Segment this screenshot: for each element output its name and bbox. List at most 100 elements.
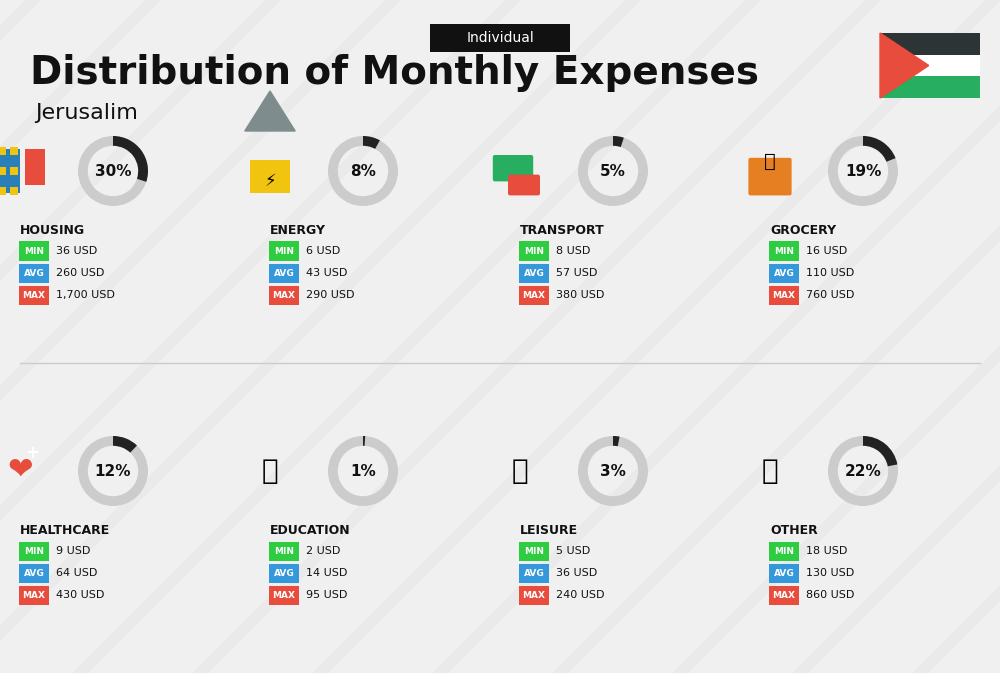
Text: 19%: 19% <box>845 164 881 178</box>
Text: Individual: Individual <box>466 31 534 45</box>
Text: MAX: MAX <box>772 291 796 299</box>
FancyBboxPatch shape <box>269 563 299 583</box>
Text: +: + <box>25 444 39 462</box>
FancyBboxPatch shape <box>19 563 49 583</box>
Text: 🎓: 🎓 <box>262 457 278 485</box>
Text: 3%: 3% <box>600 464 626 479</box>
Wedge shape <box>363 136 380 149</box>
FancyBboxPatch shape <box>10 147 18 155</box>
Text: TRANSPORT: TRANSPORT <box>520 225 605 238</box>
Wedge shape <box>328 136 398 206</box>
FancyBboxPatch shape <box>269 586 299 604</box>
Text: AVG: AVG <box>774 269 794 277</box>
Text: LEISURE: LEISURE <box>520 524 578 538</box>
Polygon shape <box>245 91 295 131</box>
Text: MIN: MIN <box>524 246 544 256</box>
FancyBboxPatch shape <box>519 285 549 304</box>
Text: 🛍: 🛍 <box>512 457 528 485</box>
Text: MAX: MAX <box>22 291 46 299</box>
Text: 🛒: 🛒 <box>764 151 776 170</box>
Text: MIN: MIN <box>274 246 294 256</box>
FancyBboxPatch shape <box>25 149 45 185</box>
Text: MIN: MIN <box>24 546 44 555</box>
FancyBboxPatch shape <box>269 542 299 561</box>
FancyBboxPatch shape <box>769 264 799 283</box>
Text: 95 USD: 95 USD <box>306 590 347 600</box>
Text: 430 USD: 430 USD <box>56 590 104 600</box>
Polygon shape <box>880 33 929 98</box>
Text: 5%: 5% <box>600 164 626 178</box>
Text: MIN: MIN <box>774 246 794 256</box>
Text: 57 USD: 57 USD <box>556 268 597 278</box>
Text: AVG: AVG <box>524 269 544 277</box>
Text: MIN: MIN <box>524 546 544 555</box>
Text: MAX: MAX <box>273 291 296 299</box>
Text: 36 USD: 36 USD <box>56 246 97 256</box>
Text: MAX: MAX <box>772 590 796 600</box>
Text: EDUCATION: EDUCATION <box>270 524 351 538</box>
Text: 5 USD: 5 USD <box>556 546 590 556</box>
Text: HOUSING: HOUSING <box>20 225 85 238</box>
FancyBboxPatch shape <box>19 242 49 260</box>
Text: AVG: AVG <box>24 269 44 277</box>
FancyBboxPatch shape <box>19 264 49 283</box>
FancyBboxPatch shape <box>10 167 18 175</box>
Text: ⚡: ⚡ <box>264 172 276 190</box>
Text: 8 USD: 8 USD <box>556 246 590 256</box>
FancyBboxPatch shape <box>519 242 549 260</box>
Text: 1%: 1% <box>350 464 376 479</box>
Text: MAX: MAX <box>522 590 546 600</box>
Text: 9 USD: 9 USD <box>56 546 90 556</box>
FancyBboxPatch shape <box>250 160 290 193</box>
Text: AVG: AVG <box>24 569 44 577</box>
Text: 110 USD: 110 USD <box>806 268 854 278</box>
Text: 36 USD: 36 USD <box>556 568 597 578</box>
FancyBboxPatch shape <box>508 174 540 195</box>
Text: 8%: 8% <box>350 164 376 178</box>
Text: MAX: MAX <box>273 590 296 600</box>
FancyBboxPatch shape <box>0 187 6 195</box>
Text: 14 USD: 14 USD <box>306 568 347 578</box>
Text: 12%: 12% <box>95 464 131 479</box>
FancyBboxPatch shape <box>769 242 799 260</box>
Text: Jerusalim: Jerusalim <box>35 103 138 123</box>
FancyBboxPatch shape <box>880 33 980 55</box>
Text: MIN: MIN <box>274 546 294 555</box>
FancyBboxPatch shape <box>769 563 799 583</box>
Text: 6 USD: 6 USD <box>306 246 340 256</box>
Text: 260 USD: 260 USD <box>56 268 104 278</box>
FancyBboxPatch shape <box>880 55 980 76</box>
Text: MIN: MIN <box>24 246 44 256</box>
Wedge shape <box>113 436 137 453</box>
FancyBboxPatch shape <box>0 167 6 175</box>
FancyBboxPatch shape <box>19 285 49 304</box>
FancyBboxPatch shape <box>880 76 980 98</box>
FancyBboxPatch shape <box>269 264 299 283</box>
Wedge shape <box>828 436 898 506</box>
Text: 43 USD: 43 USD <box>306 268 347 278</box>
Wedge shape <box>613 436 620 446</box>
FancyBboxPatch shape <box>769 542 799 561</box>
Text: 18 USD: 18 USD <box>806 546 847 556</box>
Text: ❤: ❤ <box>7 456 33 485</box>
Wedge shape <box>578 136 648 206</box>
Text: 240 USD: 240 USD <box>556 590 604 600</box>
FancyBboxPatch shape <box>493 155 533 182</box>
FancyBboxPatch shape <box>519 542 549 561</box>
Text: Distribution of Monthly Expenses: Distribution of Monthly Expenses <box>30 54 759 92</box>
Text: AVG: AVG <box>274 569 294 577</box>
FancyBboxPatch shape <box>519 563 549 583</box>
Text: 👝: 👝 <box>762 457 778 485</box>
Text: 290 USD: 290 USD <box>306 290 355 300</box>
FancyBboxPatch shape <box>10 187 18 195</box>
Text: MAX: MAX <box>522 291 546 299</box>
Text: 30%: 30% <box>95 164 131 178</box>
Text: 1,700 USD: 1,700 USD <box>56 290 115 300</box>
Text: 64 USD: 64 USD <box>56 568 97 578</box>
FancyBboxPatch shape <box>430 24 570 52</box>
Wedge shape <box>78 436 148 506</box>
FancyBboxPatch shape <box>748 157 792 195</box>
Wedge shape <box>363 436 365 446</box>
Wedge shape <box>113 136 148 182</box>
FancyBboxPatch shape <box>19 542 49 561</box>
